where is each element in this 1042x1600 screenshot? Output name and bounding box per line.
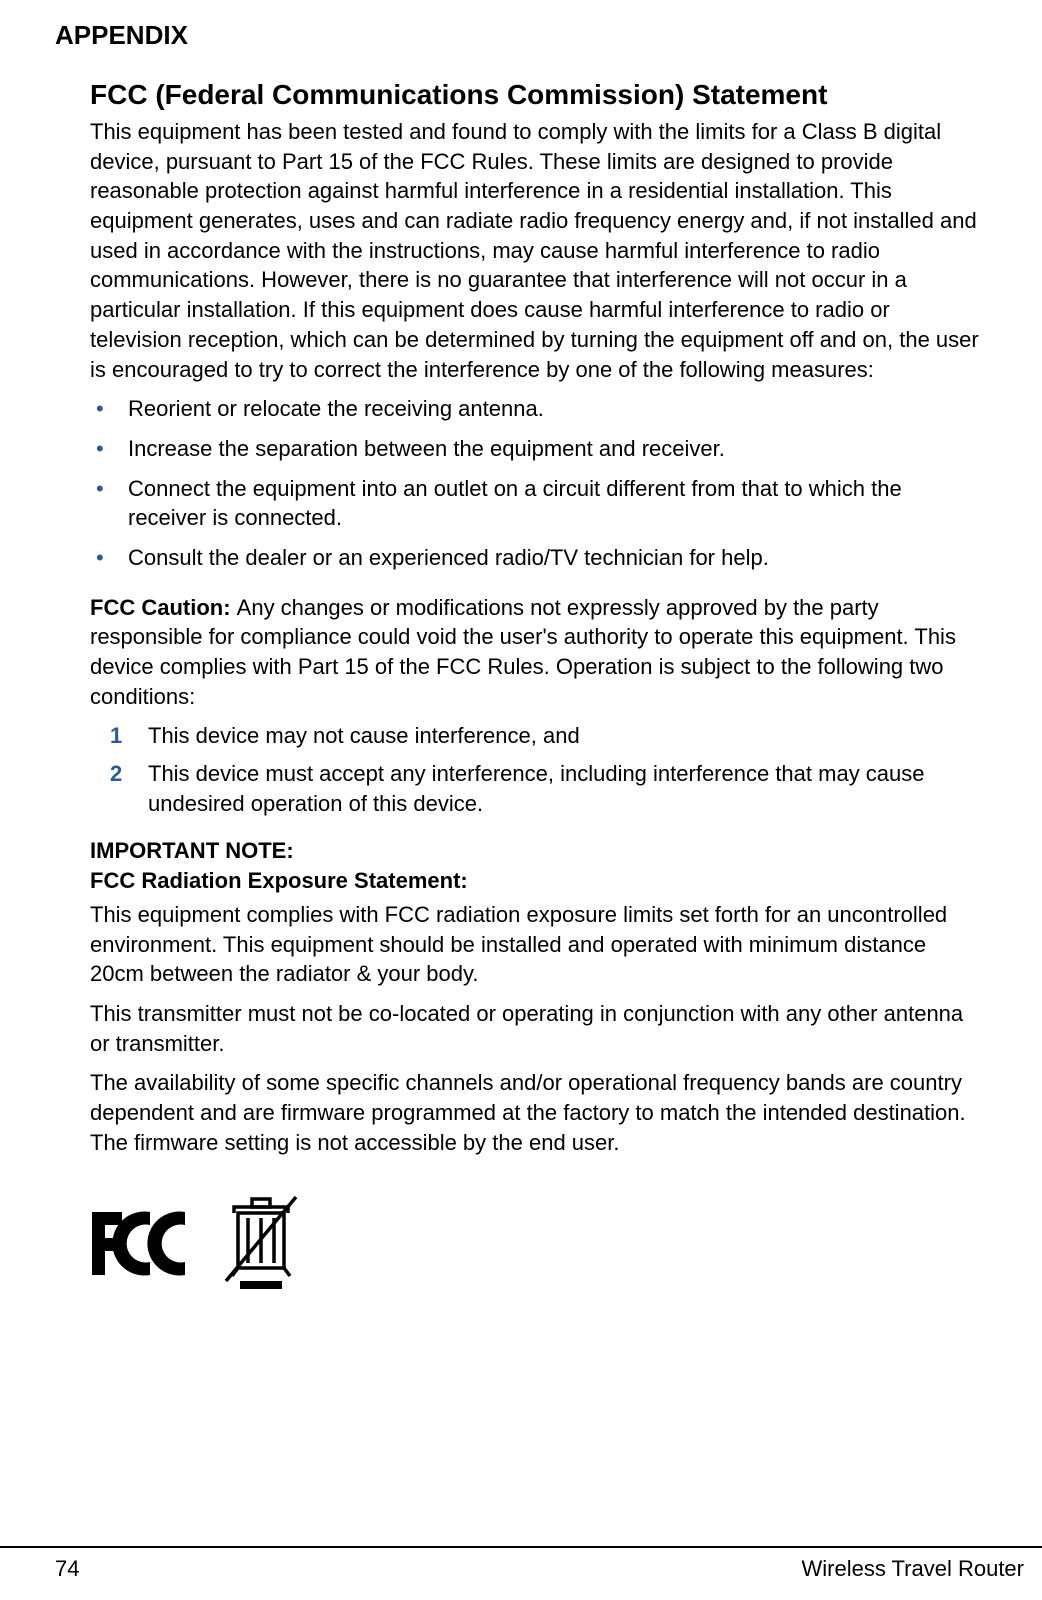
list-item: This device must accept any interference… bbox=[90, 759, 982, 818]
list-item: Connect the equipment into an outlet on … bbox=[90, 474, 982, 533]
page-footer: 74 Wireless Travel Router bbox=[0, 1546, 1042, 1582]
intro-paragraph: This equipment has been tested and found… bbox=[90, 117, 982, 384]
product-name: Wireless Travel Router bbox=[801, 1556, 1024, 1582]
page-content: APPENDIX FCC (Federal Communications Com… bbox=[0, 0, 1042, 1298]
weee-bin-icon bbox=[220, 1193, 302, 1298]
list-item: Increase the separation between the equi… bbox=[90, 434, 982, 464]
radiation-paragraph-3: The availability of some specific channe… bbox=[90, 1068, 982, 1157]
radiation-statement-label: FCC Radiation Exposure Statement: bbox=[90, 866, 982, 896]
list-item: This device may not cause interference, … bbox=[90, 721, 982, 751]
fcc-statement-title: FCC (Federal Communications Commission) … bbox=[90, 79, 982, 111]
important-note-label: IMPORTANT NOTE: bbox=[90, 836, 982, 866]
list-item: Consult the dealer or an experienced rad… bbox=[90, 543, 982, 573]
radiation-paragraph-2: This transmitter must not be co-located … bbox=[90, 999, 982, 1058]
main-content: FCC (Federal Communications Commission) … bbox=[55, 79, 987, 1298]
fcc-logo-icon bbox=[90, 1206, 190, 1286]
list-item: Reorient or relocate the receiving anten… bbox=[90, 394, 982, 424]
caution-label: FCC Caution: bbox=[90, 595, 237, 620]
appendix-heading: APPENDIX bbox=[55, 20, 987, 51]
measures-list: Reorient or relocate the receiving anten… bbox=[90, 394, 982, 572]
caution-paragraph: FCC Caution: Any changes or modification… bbox=[90, 593, 982, 712]
page-number: 74 bbox=[55, 1556, 79, 1582]
conditions-list: This device may not cause interference, … bbox=[90, 721, 982, 818]
compliance-icons bbox=[90, 1193, 982, 1298]
radiation-paragraph-1: This equipment complies with FCC radiati… bbox=[90, 900, 982, 989]
